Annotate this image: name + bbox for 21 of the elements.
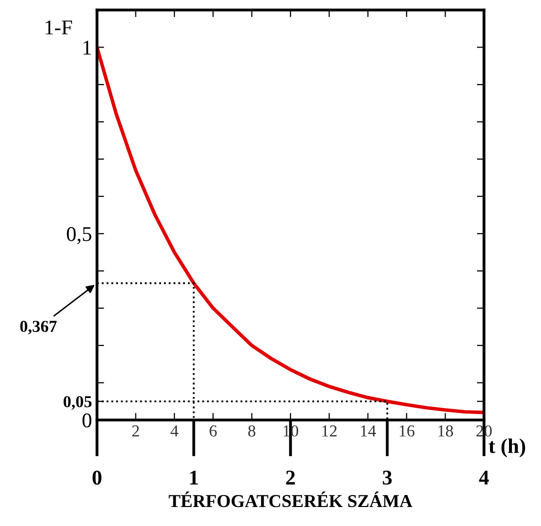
x2-axis-title: TÉRFOGATCSERÉK SZÁMA <box>168 492 412 508</box>
x-tick-label: 14 <box>361 425 376 436</box>
x2-tick-label: 1 <box>190 470 198 484</box>
x2-tick-label: 3 <box>382 470 392 485</box>
x-tick-label: 16 <box>400 425 414 437</box>
x-tick-label: 12 <box>322 425 337 436</box>
x-tick-label: 8 <box>248 425 256 437</box>
y-tick-label: 0,5 <box>66 227 92 244</box>
x-tick-label: 2 <box>132 425 139 436</box>
y-tick-label: 0 <box>82 413 92 428</box>
x-tick-label: 18 <box>438 425 453 437</box>
y-tick-label: 1 <box>84 40 91 54</box>
x2-tick-label: 0 <box>92 470 102 485</box>
x-tick-label: 6 <box>210 425 217 437</box>
y-tick-label: 0,05 <box>64 396 92 410</box>
x2-tick-label: 2 <box>286 470 295 484</box>
y-axis-title: 1-F <box>46 20 72 34</box>
text: 0,367 <box>20 320 57 334</box>
x-axis-title: t (h) <box>488 438 526 458</box>
x2-tick-label: 4 <box>479 470 489 484</box>
x-tick-label: 4 <box>170 425 178 436</box>
